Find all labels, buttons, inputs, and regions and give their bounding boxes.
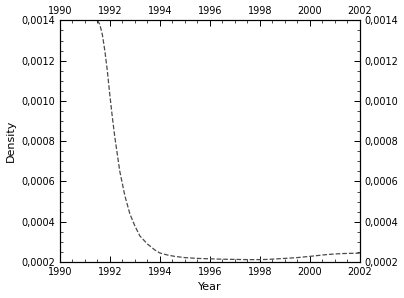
- Y-axis label: Density: Density: [6, 120, 16, 162]
- X-axis label: Year: Year: [198, 283, 221, 292]
